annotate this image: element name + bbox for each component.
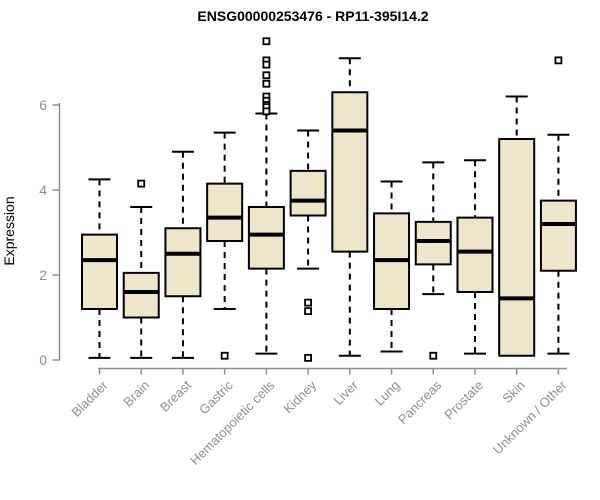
outlier-point (262, 37, 271, 46)
boxplot-unknown-other (539, 56, 577, 355)
iqr-box (331, 91, 369, 253)
boxplot-lung (373, 180, 411, 353)
iqr-box (81, 233, 118, 310)
iqr-box (122, 271, 160, 319)
outlier-point (429, 351, 438, 360)
outlier-point (554, 56, 563, 65)
iqr-box (498, 138, 536, 357)
outlier-point (304, 353, 313, 362)
y-axis-title: Expression (1, 196, 17, 265)
y-axis-tick-label: 6 (39, 97, 47, 113)
y-axis-tick-label: 2 (39, 267, 47, 283)
outlier-point (262, 107, 271, 116)
outlier-point (262, 71, 271, 80)
x-axis-label-prostate: Prostate (441, 378, 486, 423)
boxplot-prostate (456, 159, 494, 355)
boxplot-breast (164, 150, 202, 359)
iqr-box (164, 227, 202, 298)
x-axis-label-liver: Liver (330, 377, 361, 408)
outlier-point (262, 79, 271, 88)
boxplot-kidney (289, 129, 327, 362)
outlier-point (137, 179, 146, 188)
iqr-box (247, 206, 285, 270)
x-axis-label-skin: Skin (499, 378, 527, 406)
x-axis-label-bladder: Bladder (68, 377, 111, 420)
boxplot-bladder (81, 178, 118, 359)
x-axis-label-kidney: Kidney (281, 377, 320, 416)
boxplot-brain (122, 179, 160, 359)
iqr-box (456, 216, 494, 293)
x-axis-label-lung: Lung (372, 378, 403, 409)
outlier-point (304, 307, 313, 316)
boxplot-gastric (206, 131, 244, 360)
boxplot-pancreas (414, 161, 452, 360)
boxplot-liver (331, 57, 369, 357)
iqr-box (414, 220, 452, 266)
outlier-point (304, 298, 313, 307)
x-axis-label-gastric: Gastric (196, 377, 236, 417)
boxplot-hematopoietic-cells (247, 37, 285, 355)
y-axis-tick-label: 4 (39, 182, 47, 198)
iqr-box (206, 182, 244, 242)
x-axis-label-pancreas: Pancreas (395, 377, 445, 427)
boxplot-skin (498, 95, 536, 357)
outlier-point (220, 351, 229, 360)
iqr-box (539, 199, 577, 272)
chart-title: ENSG00000253476 - RP11-395I14.2 (197, 8, 428, 24)
x-axis-label-breast: Breast (157, 377, 194, 414)
outlier-point (262, 60, 271, 69)
x-axis-label-unknown-other: Unknown / Other (490, 377, 570, 457)
x-axis-label-brain: Brain (120, 378, 152, 410)
y-axis-tick-label: 0 (39, 352, 47, 368)
iqr-box (289, 169, 327, 217)
